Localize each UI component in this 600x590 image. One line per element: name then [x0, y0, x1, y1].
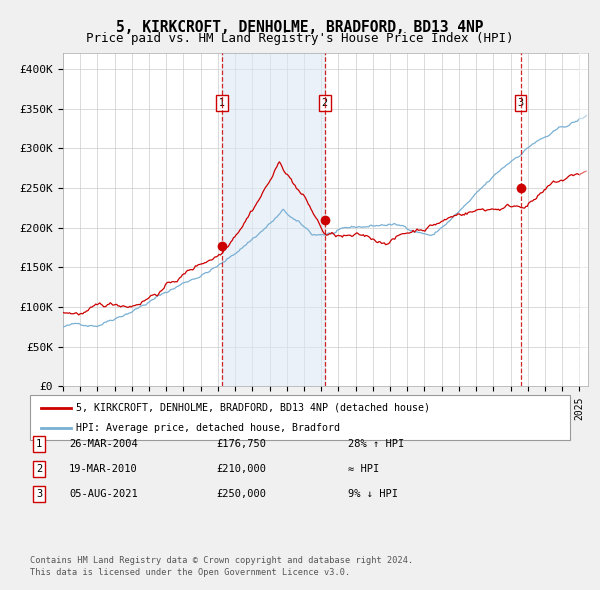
Text: 2: 2: [36, 464, 42, 474]
Text: 05-AUG-2021: 05-AUG-2021: [69, 489, 138, 499]
Text: 28% ↑ HPI: 28% ↑ HPI: [348, 440, 404, 449]
Text: 1: 1: [36, 440, 42, 449]
Text: £176,750: £176,750: [216, 440, 266, 449]
Text: 5, KIRKCROFT, DENHOLME, BRADFORD, BD13 4NP (detached house): 5, KIRKCROFT, DENHOLME, BRADFORD, BD13 4…: [76, 403, 430, 412]
Text: £250,000: £250,000: [216, 489, 266, 499]
Text: Price paid vs. HM Land Registry's House Price Index (HPI): Price paid vs. HM Land Registry's House …: [86, 32, 514, 45]
FancyBboxPatch shape: [30, 395, 570, 440]
Text: 1: 1: [219, 98, 225, 108]
Text: 9% ↓ HPI: 9% ↓ HPI: [348, 489, 398, 499]
Text: 19-MAR-2010: 19-MAR-2010: [69, 464, 138, 474]
Text: ≈ HPI: ≈ HPI: [348, 464, 379, 474]
Text: 5, KIRKCROFT, DENHOLME, BRADFORD, BD13 4NP: 5, KIRKCROFT, DENHOLME, BRADFORD, BD13 4…: [116, 20, 484, 35]
Text: £210,000: £210,000: [216, 464, 266, 474]
Text: This data is licensed under the Open Government Licence v3.0.: This data is licensed under the Open Gov…: [30, 568, 350, 577]
Text: HPI: Average price, detached house, Bradford: HPI: Average price, detached house, Brad…: [76, 424, 340, 434]
Text: 2: 2: [322, 98, 328, 108]
Bar: [222, 53, 325, 386]
Text: Contains HM Land Registry data © Crown copyright and database right 2024.: Contains HM Land Registry data © Crown c…: [30, 556, 413, 565]
Text: 26-MAR-2004: 26-MAR-2004: [69, 440, 138, 449]
Text: 3: 3: [36, 489, 42, 499]
Text: 3: 3: [518, 98, 524, 108]
